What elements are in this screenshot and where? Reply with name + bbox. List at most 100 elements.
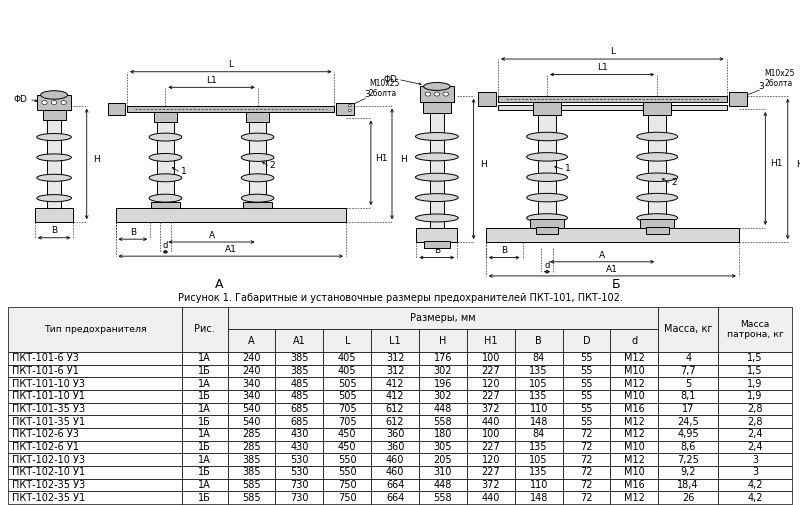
Text: 2болта: 2болта: [369, 89, 398, 98]
Text: 540: 540: [242, 404, 261, 414]
Ellipse shape: [41, 91, 67, 99]
Bar: [8, 466, 182, 479]
Bar: [562, 479, 610, 491]
Text: 135: 135: [530, 442, 548, 452]
Bar: [323, 441, 371, 453]
Ellipse shape: [415, 132, 458, 140]
Bar: [498, 106, 726, 111]
Text: 4,2: 4,2: [747, 480, 763, 490]
Bar: [729, 91, 747, 106]
Bar: [467, 402, 514, 415]
Ellipse shape: [637, 193, 678, 202]
Text: 558: 558: [434, 493, 452, 502]
Bar: [371, 453, 419, 466]
Bar: [424, 241, 450, 248]
Text: 227: 227: [482, 442, 500, 452]
Bar: [498, 96, 726, 102]
Bar: [467, 466, 514, 479]
Text: 1Б: 1Б: [198, 391, 211, 401]
Bar: [718, 352, 792, 365]
Ellipse shape: [37, 194, 71, 201]
Text: M12: M12: [624, 493, 645, 502]
Bar: [8, 415, 182, 428]
Bar: [658, 441, 718, 453]
Bar: [275, 352, 323, 365]
Bar: [115, 208, 346, 222]
Text: 55: 55: [580, 404, 593, 414]
Bar: [228, 491, 275, 504]
Bar: [422, 102, 451, 113]
Bar: [562, 453, 610, 466]
Text: M10: M10: [624, 366, 645, 376]
Bar: [42, 111, 66, 120]
Text: 1,9: 1,9: [747, 379, 762, 389]
Bar: [610, 491, 658, 504]
Bar: [467, 415, 514, 428]
Text: 730: 730: [290, 480, 309, 490]
Bar: [419, 428, 467, 441]
Bar: [467, 365, 514, 377]
Bar: [658, 390, 718, 402]
Bar: [182, 307, 228, 352]
Text: 1Б: 1Б: [198, 467, 211, 477]
Bar: [228, 390, 275, 402]
Bar: [658, 377, 718, 390]
Bar: [718, 402, 792, 415]
Text: 105: 105: [530, 379, 548, 389]
Bar: [610, 415, 658, 428]
Bar: [718, 441, 792, 453]
Text: 3: 3: [364, 90, 370, 99]
Bar: [275, 365, 323, 377]
Text: 135: 135: [530, 366, 548, 376]
Ellipse shape: [415, 214, 458, 222]
Bar: [419, 352, 467, 365]
Bar: [246, 112, 269, 122]
Bar: [514, 352, 562, 365]
Bar: [658, 466, 718, 479]
Text: 4: 4: [685, 354, 691, 363]
Bar: [47, 118, 61, 208]
Bar: [371, 415, 419, 428]
Text: 730: 730: [290, 493, 309, 502]
Bar: [275, 402, 323, 415]
Text: 1: 1: [181, 167, 186, 176]
Bar: [533, 102, 562, 115]
Bar: [275, 428, 323, 441]
Text: 310: 310: [434, 467, 452, 477]
Text: 585: 585: [242, 480, 261, 490]
Text: D: D: [582, 336, 590, 345]
Text: H: H: [400, 155, 407, 164]
Bar: [562, 352, 610, 365]
Bar: [514, 491, 562, 504]
Text: 1А: 1А: [198, 404, 211, 414]
Text: A1: A1: [293, 336, 306, 345]
Bar: [228, 466, 275, 479]
Text: 460: 460: [386, 467, 404, 477]
Text: B: B: [434, 246, 440, 256]
Bar: [323, 428, 371, 441]
Bar: [228, 415, 275, 428]
Bar: [658, 307, 718, 352]
Bar: [228, 453, 275, 466]
Text: 705: 705: [338, 404, 357, 414]
Bar: [514, 441, 562, 453]
Text: ПКТ-101-6 У1: ПКТ-101-6 У1: [12, 366, 78, 376]
Bar: [430, 109, 444, 228]
Bar: [562, 441, 610, 453]
Text: 685: 685: [290, 417, 309, 427]
Text: 285: 285: [242, 429, 261, 439]
Bar: [8, 307, 182, 352]
Text: ПКТ-102-6 У1: ПКТ-102-6 У1: [12, 442, 79, 452]
Text: H: H: [439, 336, 446, 345]
Bar: [275, 377, 323, 390]
Bar: [417, 228, 458, 242]
Bar: [8, 491, 182, 504]
Text: 550: 550: [338, 467, 357, 477]
Text: 1: 1: [566, 164, 571, 173]
Text: 55: 55: [580, 379, 593, 389]
Bar: [182, 441, 228, 453]
Text: d: d: [544, 261, 550, 270]
Text: 302: 302: [434, 391, 452, 401]
Bar: [658, 365, 718, 377]
Bar: [228, 441, 275, 453]
